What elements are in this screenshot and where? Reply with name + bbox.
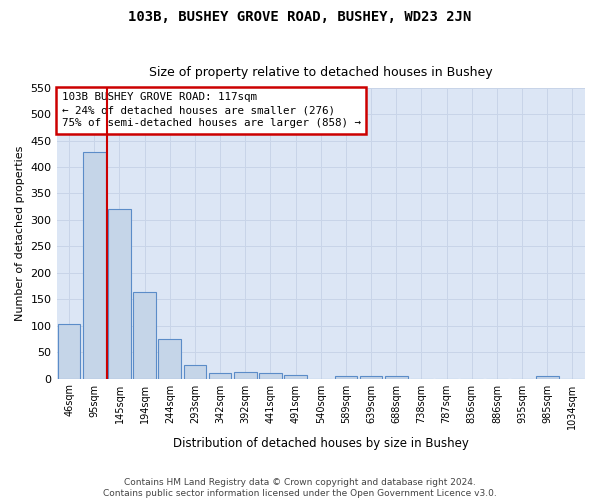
Bar bbox=[133, 292, 156, 378]
Bar bbox=[335, 376, 357, 378]
Bar bbox=[284, 376, 307, 378]
Bar bbox=[83, 152, 106, 378]
Bar bbox=[158, 339, 181, 378]
Text: Contains HM Land Registry data © Crown copyright and database right 2024.
Contai: Contains HM Land Registry data © Crown c… bbox=[103, 478, 497, 498]
Text: 103B BUSHEY GROVE ROAD: 117sqm
← 24% of detached houses are smaller (276)
75% of: 103B BUSHEY GROVE ROAD: 117sqm ← 24% of … bbox=[62, 92, 361, 128]
Bar bbox=[58, 324, 80, 378]
Bar bbox=[108, 210, 131, 378]
Bar bbox=[259, 372, 282, 378]
X-axis label: Distribution of detached houses by size in Bushey: Distribution of detached houses by size … bbox=[173, 437, 469, 450]
Bar bbox=[385, 376, 407, 378]
Bar bbox=[360, 376, 382, 378]
Bar bbox=[184, 366, 206, 378]
Bar bbox=[209, 372, 232, 378]
Y-axis label: Number of detached properties: Number of detached properties bbox=[15, 146, 25, 321]
Text: 103B, BUSHEY GROVE ROAD, BUSHEY, WD23 2JN: 103B, BUSHEY GROVE ROAD, BUSHEY, WD23 2J… bbox=[128, 10, 472, 24]
Title: Size of property relative to detached houses in Bushey: Size of property relative to detached ho… bbox=[149, 66, 493, 80]
Bar bbox=[234, 372, 257, 378]
Bar bbox=[536, 376, 559, 378]
